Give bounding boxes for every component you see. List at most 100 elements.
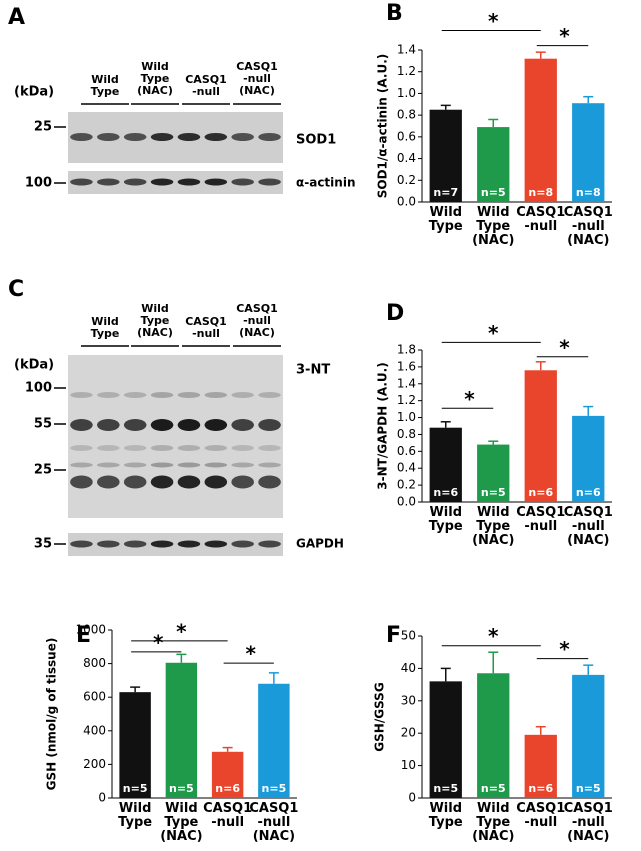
x-tick-label: CASQ1 -null (NAC) xyxy=(563,205,613,248)
x-tick-label: Wild Type xyxy=(428,801,463,830)
blot-band xyxy=(123,419,147,431)
blot xyxy=(68,171,283,194)
y-tick-label: 10 xyxy=(401,758,416,772)
blot-band xyxy=(231,392,254,398)
blot-band xyxy=(150,540,174,548)
blot-band xyxy=(123,133,147,141)
significance-star: * xyxy=(176,619,187,643)
y-tick-label: 200 xyxy=(83,757,106,771)
blot-band xyxy=(231,540,254,548)
bar xyxy=(524,734,557,798)
x-tick-label: CASQ1 -null xyxy=(516,205,566,234)
bar xyxy=(429,427,462,502)
lane-label: CASQ1 -null xyxy=(185,73,227,98)
blot-band xyxy=(177,419,201,431)
x-tick-label: CASQ1 -null (NAC) xyxy=(563,801,613,844)
blot-band xyxy=(123,462,147,468)
n-label: n=6 xyxy=(528,486,553,499)
blot-band xyxy=(97,475,120,489)
lane-label: Wild Type (NAC) xyxy=(137,302,173,339)
blot-band xyxy=(97,462,120,468)
n-label: n=6 xyxy=(528,782,553,795)
x-tick-label: Wild Type (NAC) xyxy=(472,505,515,548)
bar xyxy=(165,662,198,798)
x-tick-label: Wild Type (NAC) xyxy=(472,205,515,248)
x-tick-label: CASQ1 -null xyxy=(516,505,566,534)
significance-star: * xyxy=(488,624,499,648)
blot-band xyxy=(150,392,174,398)
blot-band xyxy=(97,178,120,186)
y-tick-label: 0.0 xyxy=(397,195,416,209)
bar xyxy=(477,673,510,798)
y-tick-label: 400 xyxy=(83,723,106,737)
significance-star: * xyxy=(559,335,570,359)
panel-letter: B xyxy=(386,1,403,26)
y-tick-label: 0.8 xyxy=(397,427,416,441)
n-label: n=5 xyxy=(262,782,287,795)
x-tick-label: CASQ1 -null (NAC) xyxy=(563,505,613,548)
blot-band xyxy=(258,462,281,468)
blot-band xyxy=(204,462,228,468)
y-tick-label: 1000 xyxy=(75,623,106,637)
significance-star: * xyxy=(153,630,164,654)
blot-band xyxy=(231,178,254,186)
n-label: n=7 xyxy=(433,186,458,199)
blot-band xyxy=(204,475,228,489)
x-tick-label: CASQ1 -null xyxy=(203,801,253,830)
blot-label: 3-NT xyxy=(296,363,330,378)
blot-band xyxy=(123,475,147,489)
blot-band xyxy=(258,133,281,141)
blot-band xyxy=(150,419,174,431)
blot-band xyxy=(150,445,174,451)
n-label: n=5 xyxy=(576,782,601,795)
lane-label: Wild Type (NAC) xyxy=(137,60,173,97)
y-tick-label: 1.0 xyxy=(397,410,416,424)
blot-band xyxy=(177,540,201,548)
blot-band xyxy=(177,475,201,489)
x-tick-label: CASQ1 -null xyxy=(516,801,566,830)
blot-label: α-actinin xyxy=(296,176,355,190)
panel-letter: C xyxy=(8,277,24,302)
y-tick-label: 0.8 xyxy=(397,108,416,122)
n-label: n=8 xyxy=(576,186,601,199)
y-tick-label: 0.2 xyxy=(397,478,416,492)
blot-label: GAPDH xyxy=(296,537,344,551)
significance-star: * xyxy=(559,637,570,661)
lane-label: CASQ1 -null xyxy=(185,315,227,340)
blot-band xyxy=(150,133,174,141)
bar xyxy=(119,692,151,798)
lane-label: Wild Type xyxy=(90,315,120,340)
blot-band xyxy=(70,392,93,398)
blot-band xyxy=(204,392,228,398)
y-tick-label: 600 xyxy=(83,690,106,704)
blot-band xyxy=(177,392,201,398)
bar xyxy=(572,103,605,202)
blot-band xyxy=(70,133,93,141)
y-tick-label: 0 xyxy=(98,791,106,805)
panel-letter: D xyxy=(386,301,404,326)
x-tick-label: Wild Type (NAC) xyxy=(160,801,203,844)
x-tick-label: CASQ1 -null (NAC) xyxy=(249,801,299,844)
blot xyxy=(68,355,283,518)
blot-band xyxy=(123,392,147,398)
n-label: n=6 xyxy=(215,782,240,795)
blot-band xyxy=(258,392,281,398)
blot-band xyxy=(70,475,93,489)
y-tick-label: 20 xyxy=(401,726,416,740)
lane-label: Wild Type xyxy=(90,73,120,98)
blot-band xyxy=(231,445,254,451)
y-tick-label: 0.0 xyxy=(397,495,416,509)
y-tick-label: 1.0 xyxy=(397,86,416,100)
bar xyxy=(572,415,605,502)
n-label: n=5 xyxy=(123,782,148,795)
blot-band xyxy=(258,540,281,548)
kda-label: (kDa) xyxy=(14,85,54,100)
panel-letter: E xyxy=(76,623,91,648)
y-axis-label: SOD1/α-actinin (A.U.) xyxy=(376,54,390,199)
blot-band xyxy=(258,419,281,431)
blot-band xyxy=(231,419,254,431)
blot-band xyxy=(177,462,201,468)
blot-band xyxy=(231,475,254,489)
y-tick-label: 0 xyxy=(408,791,416,805)
